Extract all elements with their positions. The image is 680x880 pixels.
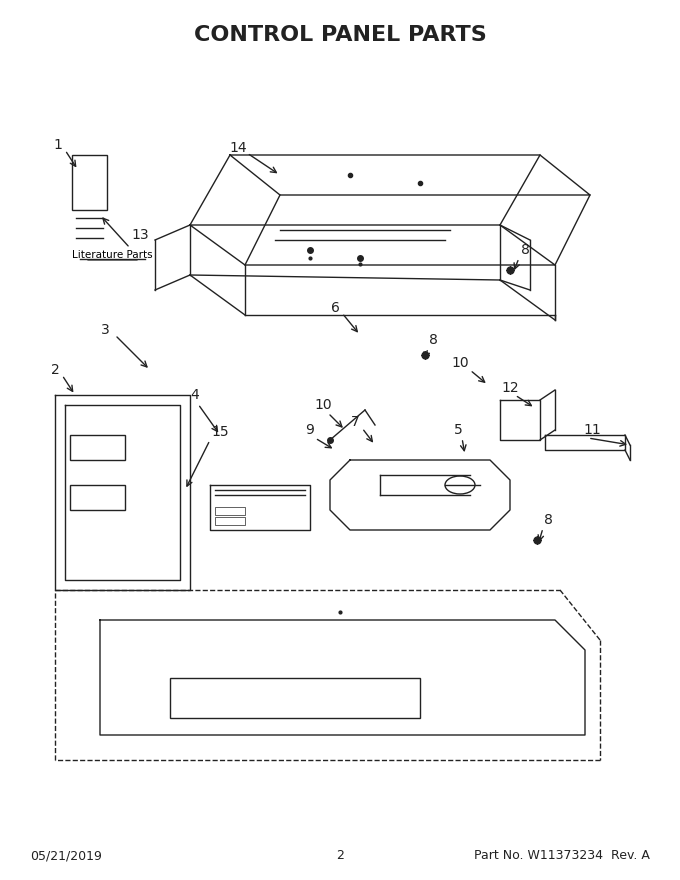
Text: 3: 3 [101,323,109,337]
Text: CONTROL PANEL PARTS: CONTROL PANEL PARTS [194,25,486,45]
Bar [72,155,107,210]
Text: Literature Parts: Literature Parts [71,250,152,260]
Text: 6: 6 [330,301,339,315]
Text: 8: 8 [543,513,552,527]
Text: 13: 13 [131,228,149,242]
Bar [215,517,245,525]
Text: 15: 15 [211,425,228,439]
Text: 1: 1 [54,138,63,152]
Bar [70,435,125,460]
Bar [70,485,125,510]
Bar [215,507,245,515]
Text: 8: 8 [428,333,437,347]
Text: 05/21/2019: 05/21/2019 [30,849,102,862]
Text: 11: 11 [583,423,601,437]
Text: 10: 10 [452,356,469,370]
Text: 5: 5 [454,423,462,437]
Text: 14: 14 [229,141,247,155]
Text: 4: 4 [190,388,199,402]
Text: 10: 10 [314,398,332,412]
Text: 9: 9 [305,423,314,437]
Text: 12: 12 [501,381,519,395]
Text: Part No. W11373234  Rev. A: Part No. W11373234 Rev. A [474,849,650,862]
Bar [170,678,420,718]
Text: 8: 8 [521,243,530,257]
Text: 2: 2 [336,849,344,862]
Text: 2: 2 [50,363,59,377]
Text: 7: 7 [351,415,359,429]
